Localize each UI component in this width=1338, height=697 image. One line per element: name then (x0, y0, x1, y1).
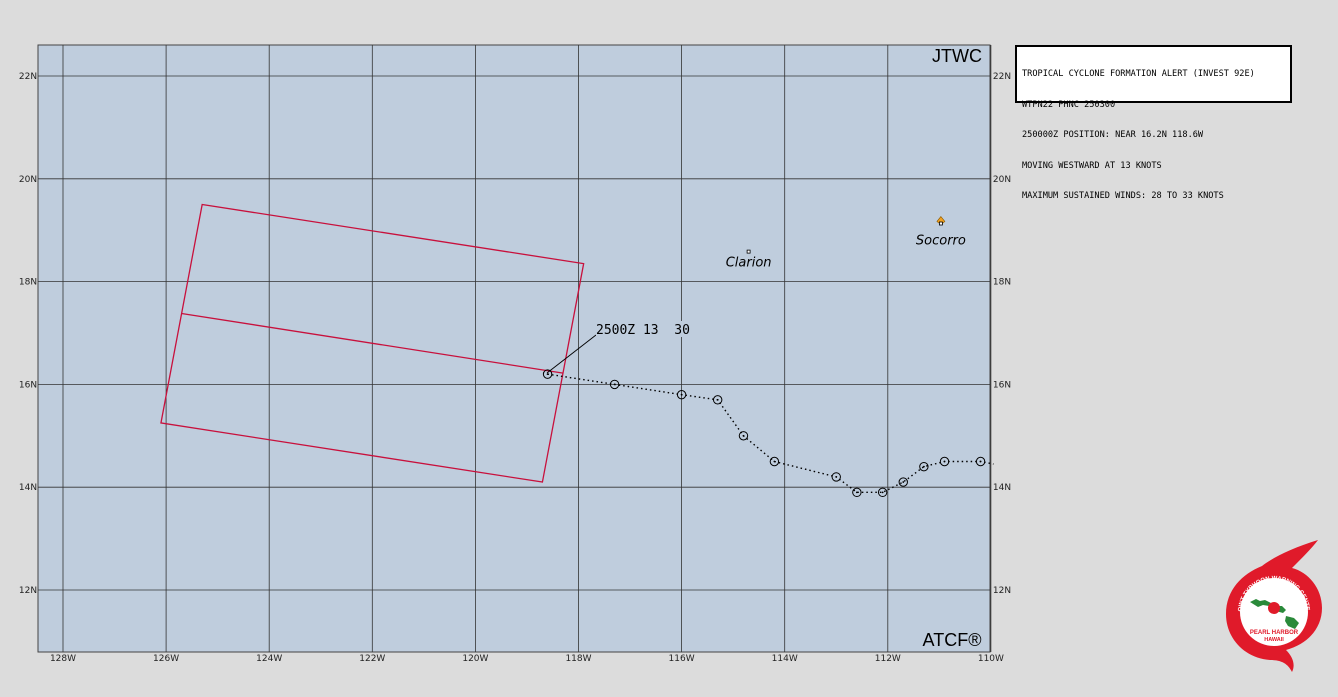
lat-tick-label-left: 12N (19, 586, 37, 596)
track-point-marker (852, 487, 862, 498)
track-point-marker (738, 431, 749, 441)
lon-tick-label: 110W (978, 654, 1004, 664)
logo-text-line1: PEARL HARBOR (1250, 630, 1299, 636)
ocean-area (37, 44, 991, 653)
lon-tick-label: 114W (772, 654, 798, 664)
clarion-point-marker (746, 249, 751, 254)
lat-tick-label-left: 20N (19, 175, 37, 185)
track-point-center (716, 398, 719, 401)
track-dotted-line (547, 373, 994, 494)
track-point-marker (712, 395, 723, 405)
axis-labels: 128W 126W 124W 122W 120W 118W 116W 114W 112W 110W… (19, 72, 1011, 664)
lat-tick-label-right: 20N (993, 175, 1011, 185)
lat-tick-label-left: 14N (19, 483, 37, 493)
info-line-header: WTPN22 PHNC 250300 (1022, 99, 1116, 110)
info-line-movement: MOVING WESTWARD AT 13 KNOTS (1022, 160, 1162, 171)
place-labels: Clarion Socorro (726, 216, 966, 271)
track-point-marker (609, 379, 620, 390)
alert-box-outline (160, 203, 585, 483)
place-label: Clarion (726, 256, 772, 271)
lon-tick-label: 120W (462, 654, 488, 664)
info-line-winds: MAXIMUM SUSTAINED WINDS: 28 TO 33 KNOTS (1022, 191, 1224, 202)
hawaii-islands-icon (1250, 599, 1299, 629)
track-label-backdrop (596, 321, 706, 337)
logo-storm-dot (1268, 602, 1280, 614)
track-label-leader (546, 334, 597, 374)
lat-lon-grid (38, 45, 992, 652)
lon-tick-label: 128W (50, 654, 76, 664)
lon-tick-label: 116W (669, 654, 695, 664)
lon-tick-label: 118W (565, 654, 591, 664)
lon-tick-label: 112W (875, 654, 901, 664)
track-point-center (613, 383, 616, 386)
track-point-marker (831, 472, 841, 482)
logo-text-line2: HAWAII (1264, 637, 1284, 643)
track-point-marker (676, 389, 687, 400)
jtwc-logo: PEARL HARBOR HAWAII JOINT TYPHOON WARNIN… (1222, 538, 1322, 672)
track-point-marker (975, 456, 986, 467)
track-point-center (979, 460, 982, 463)
track-point-marker (898, 477, 908, 487)
track-point-center (881, 491, 884, 494)
info-line-position: 250000Z POSITION: NEAR 16.2N 118.6W (1022, 130, 1204, 141)
storm-track (542, 369, 994, 498)
lat-tick-label-left: 22N (19, 72, 37, 82)
place-label: Socorro (916, 234, 966, 249)
track-point-center (943, 460, 946, 463)
track-point-center (773, 460, 776, 463)
atcf-corner-label: ATCF® (923, 630, 982, 650)
track-point-center (546, 373, 549, 376)
alert-info-box: TROPICAL CYCLONE FORMATION ALERT (INVEST… (1015, 45, 1292, 201)
lat-tick-label-left: 16N (19, 380, 37, 390)
track-point-marker (769, 456, 780, 467)
lon-tick-label: 122W (359, 654, 385, 664)
lat-tick-label-right: 18N (993, 278, 1011, 288)
lat-tick-label-left: 18N (19, 278, 37, 288)
lat-tick-label-right: 16N (993, 380, 1011, 390)
lat-tick-label-right: 14N (993, 483, 1011, 493)
lon-tick-label: 124W (256, 654, 282, 664)
lon-tick-label: 126W (153, 654, 179, 664)
track-point-marker (919, 461, 929, 472)
track-point-marker (877, 487, 888, 498)
track-point-center (902, 481, 905, 483)
track-point-center (855, 491, 858, 494)
track-point-marker (542, 369, 553, 379)
track-point-marker (939, 456, 950, 467)
track-position-label: 2500Z 13 30 (596, 323, 690, 338)
socorro-point-marker (938, 221, 943, 226)
lat-tick-label-right: 22N (993, 72, 1011, 82)
track-point-center (680, 393, 683, 396)
track-point-center (835, 476, 838, 478)
info-line-title: TROPICAL CYCLONE FORMATION ALERT (INVEST… (1022, 69, 1255, 80)
jtwc-corner-label: JTWC (932, 46, 982, 66)
track-point-center (742, 434, 745, 437)
lat-tick-label-right: 12N (993, 586, 1011, 596)
track-point-center (922, 465, 925, 468)
formation-alert-area (160, 203, 585, 483)
alert-box-midline (181, 312, 564, 374)
